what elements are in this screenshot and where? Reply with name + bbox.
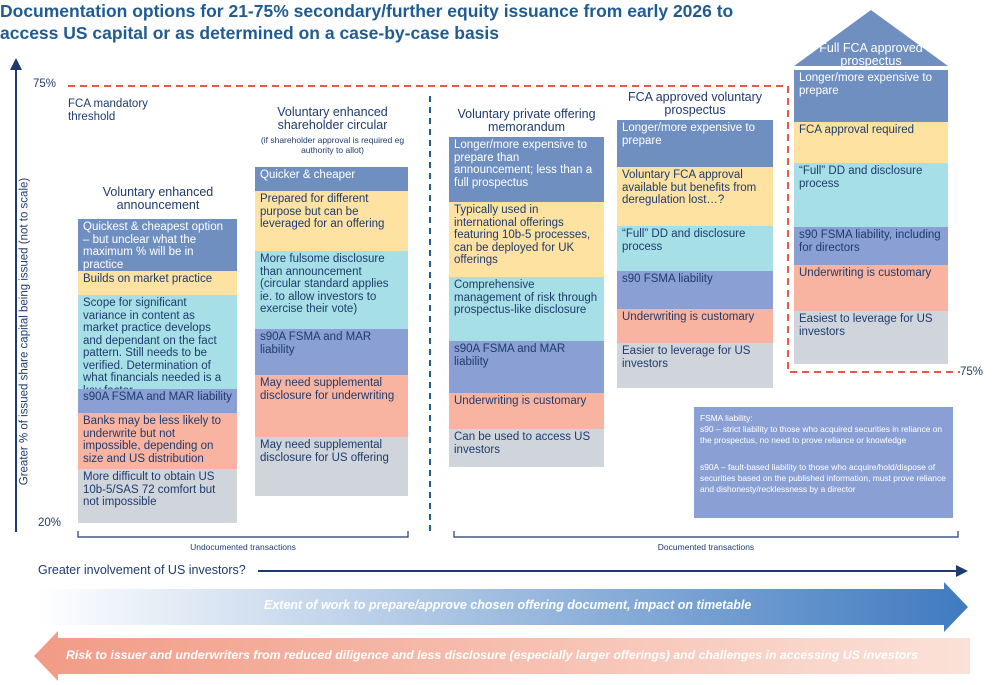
voluntary-prospectus-heading: FCA approved voluntary prospectus xyxy=(627,90,763,117)
voluntary-prospectus-item: Voluntary FCA approval available but ben… xyxy=(617,167,773,226)
voluntary-prospectus-item: Easier to leverage for US investors xyxy=(617,343,773,388)
private-offering-item: Longer/more expensive to prepare than an… xyxy=(449,137,604,202)
risk-arrow xyxy=(34,631,970,681)
circular-subheading: (if shareholder approval is required eg … xyxy=(260,135,405,155)
fsma-liability-legend: FSMA liability: s90 – strict liability t… xyxy=(694,407,953,518)
threshold-label: FCA mandatory threshold xyxy=(68,98,148,123)
full-prospectus-roof xyxy=(794,10,948,66)
documented-label: Documented transactions xyxy=(657,542,755,552)
private-offering-item: Comprehensive management of risk through… xyxy=(449,277,604,341)
private-offering-heading: Voluntary private offering memorandum xyxy=(457,107,596,134)
bottom-percent-label: 20% xyxy=(38,517,62,529)
announcement-item: Scope for significant variance in conten… xyxy=(78,295,237,389)
full-prospectus-item: s90 FSMA liability, including for direct… xyxy=(794,227,948,265)
voluntary-prospectus-item: Underwriting is customary xyxy=(617,309,773,343)
vertical-axis-label: Greater % of issued share capital being … xyxy=(18,177,31,486)
announcement-item: s90A FSMA and MAR liability xyxy=(78,389,237,413)
announcement-item: Quickest & cheapest option – but unclear… xyxy=(78,219,237,271)
full-prospectus-item: Underwriting is customary xyxy=(794,265,948,311)
announcement-item: Builds on market practice xyxy=(78,271,237,295)
x-axis-label: Greater involvement of US investors? xyxy=(38,563,246,577)
circular-item: May need supplemental disclosure for und… xyxy=(255,375,408,437)
us-investors-arrowhead xyxy=(956,565,968,577)
announcement-heading: Voluntary enhanced announcement xyxy=(102,185,214,212)
private-offering-item: Can be used to access US investors xyxy=(449,429,604,467)
circular-column: Quicker & cheaper Prepared for different… xyxy=(255,167,408,496)
threshold-dashed-line xyxy=(68,85,960,373)
documented-bracket xyxy=(453,531,959,538)
page-title: Documentation options for 21-75% seconda… xyxy=(0,1,734,43)
top-percent-label: 75% xyxy=(33,78,57,90)
voluntary-prospectus-item: s90 FSMA liability xyxy=(617,271,773,309)
legend-title: FSMA liability: xyxy=(700,413,753,423)
right-percent-label: 75% xyxy=(960,366,984,378)
full-prospectus-heading: Full FCA approved prospectus xyxy=(819,41,923,68)
risk-arrow-label: Risk to issuer and underwriters from red… xyxy=(66,648,918,662)
full-prospectus-item: “Full” DD and disclosure process xyxy=(794,163,948,227)
private-offering-column: Longer/more expensive to prepare than an… xyxy=(449,137,604,467)
private-offering-item: Typically used in international offering… xyxy=(449,202,604,277)
voluntary-prospectus-item: “Full” DD and disclosure process xyxy=(617,226,773,271)
full-prospectus-item: Easiest to leverage for US investors xyxy=(794,311,948,364)
full-prospectus-item: Longer/more expensive to prepare xyxy=(794,70,948,122)
announcement-item: More difficult to obtain US 10b-5/SAS 72… xyxy=(78,469,237,523)
private-offering-item: s90A FSMA and MAR liability xyxy=(449,341,604,393)
full-prospectus-item: FCA approval required xyxy=(794,122,948,163)
legend-s90: s90 – strict liability to those who acqu… xyxy=(700,424,943,445)
voluntary-prospectus-column: Longer/more expensive to prepare Volunta… xyxy=(617,120,773,388)
announcement-column: Quickest & cheapest option – but unclear… xyxy=(78,219,237,523)
legend-s90a: s90A – fault-based liability to those wh… xyxy=(700,462,946,494)
full-prospectus-column: Longer/more expensive to prepare FCA app… xyxy=(794,70,948,364)
circular-item: May need supplemental disclosure for US … xyxy=(255,437,408,496)
undocumented-bracket xyxy=(77,531,409,538)
circular-item: More fulsome disclosure than announcemen… xyxy=(255,251,408,329)
undocumented-label: Undocumented transactions xyxy=(190,542,296,552)
circular-item: s90A FSMA and MAR liability xyxy=(255,329,408,375)
work-arrow xyxy=(38,582,968,632)
circular-heading: Voluntary enhanced shareholder circular xyxy=(277,105,388,132)
private-offering-item: Underwriting is customary xyxy=(449,393,604,429)
circular-item: Prepared for different purpose but can b… xyxy=(255,191,408,251)
vertical-axis-arrowhead xyxy=(10,58,22,70)
announcement-item: Banks may be less likely to underwrite b… xyxy=(78,413,237,469)
work-arrow-label: Extent of work to prepare/approve chosen… xyxy=(264,598,752,612)
circular-item: Quicker & cheaper xyxy=(255,167,408,191)
voluntary-prospectus-item: Longer/more expensive to prepare xyxy=(617,120,773,167)
